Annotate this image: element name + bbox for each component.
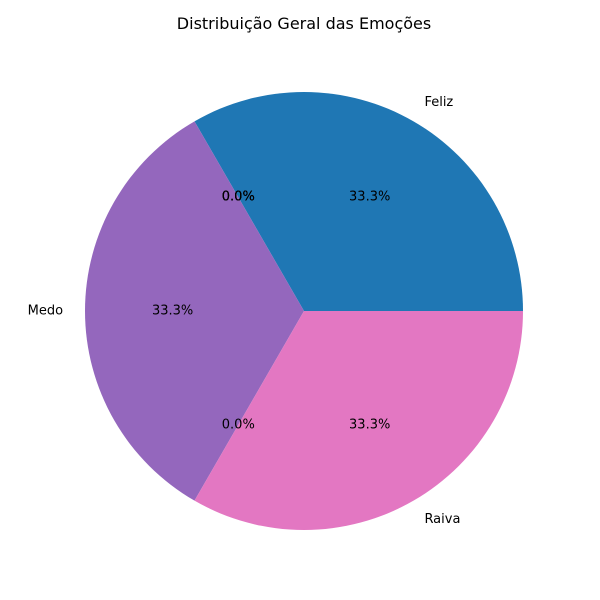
pct-label-empty-3: 0.0% [222, 190, 255, 205]
slice-label-feliz: Feliz [424, 95, 453, 110]
pct-label-empty-1: 0.0% [222, 190, 255, 205]
pie-slices [85, 92, 523, 530]
chart-title: Distribuição Geral das Emoções [177, 14, 431, 33]
pct-label-raiva: 33.3% [349, 417, 390, 432]
pct-label-medo: 33.3% [152, 304, 193, 319]
percentage-labels: 33.3%0.0%0.0%0.0%33.3%0.0% 33.3% [152, 190, 390, 433]
slice-labels: Feliz Medo Raiva [28, 95, 461, 527]
pct-label-feliz: 33.3% [349, 190, 390, 205]
pie-slice-raiva [194, 311, 523, 530]
slice-label-medo: Medo [28, 304, 63, 319]
pie-slice-feliz [194, 92, 523, 311]
pct-label-empty-2: 0.0% [222, 190, 255, 205]
pct-label-empty-5: 0.0% [222, 417, 255, 432]
pie-slice-medo [85, 121, 304, 501]
slice-label-raiva: Raiva [424, 512, 460, 527]
